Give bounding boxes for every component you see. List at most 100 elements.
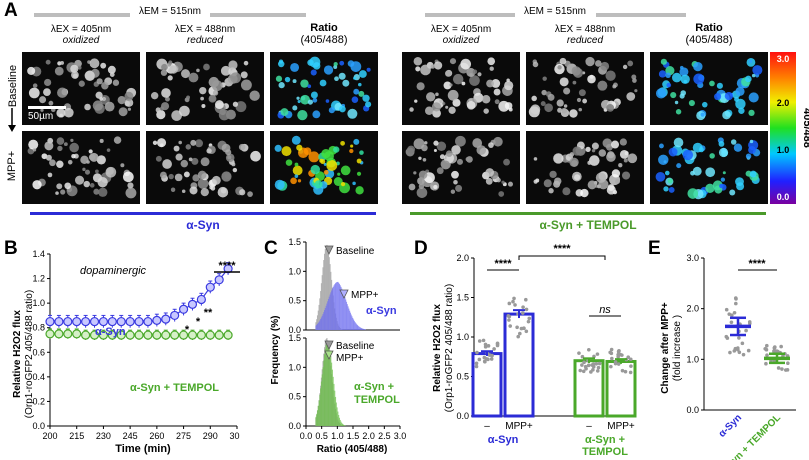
chart-c-hist-bar — [344, 297, 346, 330]
micrograph-left-mpp-reduced — [146, 131, 264, 204]
cell-blob — [455, 184, 463, 192]
chart-e-ylabel-2: (fold increase ) — [672, 315, 683, 381]
chart-d-dot — [524, 329, 529, 334]
cell-blob — [290, 62, 300, 72]
cell-blob — [735, 86, 745, 96]
cell-blob — [179, 105, 190, 117]
cell-blob — [339, 60, 345, 66]
chart-c-hist-bar — [327, 299, 330, 330]
cell-blob — [655, 88, 667, 99]
chart-b-ytick-label: 0.0 — [32, 421, 45, 431]
cell-blob — [218, 109, 230, 121]
chart-c-xtick-label: 2.0 — [362, 431, 375, 441]
cell-blob — [358, 82, 362, 87]
lem-bar-left-a — [34, 13, 130, 17]
cell-blob — [122, 171, 134, 183]
cell-blob — [460, 58, 472, 70]
cell-blob — [155, 107, 161, 113]
cell-blob — [483, 108, 489, 114]
cell-blob — [709, 153, 715, 159]
chart-b-ytick-label: 0.4 — [32, 372, 45, 382]
chart-c-hist-bar — [339, 285, 341, 330]
cell-blob — [239, 189, 246, 196]
cell-blob — [432, 108, 441, 118]
cell-blob — [416, 82, 425, 91]
cell-blob — [606, 185, 616, 195]
chart-c-ytick-label: 0.0 — [288, 421, 301, 431]
cell-blob — [188, 157, 193, 162]
cell-blob — [57, 87, 68, 98]
chart-c-bot-mpp-marker — [324, 350, 334, 360]
chart-c-ytick-label: 1.5 — [288, 333, 301, 343]
cell-blob — [611, 169, 621, 178]
cell-blob — [238, 143, 246, 151]
cell-blob — [340, 181, 346, 187]
chart-c-hist-bar — [338, 283, 340, 330]
cell-blob — [211, 80, 223, 92]
cell-blob — [195, 139, 204, 148]
cell-blob — [424, 106, 434, 115]
chart-e-dot — [725, 336, 730, 340]
cell-blob — [43, 88, 51, 97]
cell-blob — [738, 107, 745, 114]
chart-d-sig-outer: **** — [553, 243, 571, 255]
chart-e-dot — [765, 353, 769, 358]
cell-blob — [356, 171, 362, 176]
cell-blob — [97, 176, 108, 188]
chart-e-dot — [728, 350, 732, 355]
cell-blob — [100, 62, 107, 69]
cell-blob — [127, 182, 134, 189]
chart-e-ytick-label: 0.0 — [686, 405, 699, 415]
chart-c-bot-series-2: TEMPOL — [354, 394, 400, 406]
cell-blob — [39, 96, 47, 104]
chart-d-dot — [475, 350, 479, 355]
cell-blob — [188, 72, 199, 83]
scale-bar-label: 50µm — [28, 111, 54, 122]
cell-blob — [461, 81, 466, 86]
chart-d-ylabel-2: (Orp1-roGFP2 405/488 ratio) — [444, 284, 455, 412]
chart-c-hist-bar — [330, 356, 332, 426]
chart-d-dot — [591, 362, 596, 366]
cell-blob — [563, 87, 571, 95]
cell-blob — [627, 153, 638, 164]
chart-d-ytick-label: 1.0 — [456, 332, 469, 342]
cell-blob — [569, 157, 579, 167]
cell-blob — [101, 81, 109, 90]
cell-blob — [99, 138, 104, 144]
header-ratio-left: Ratio (405/488) — [300, 22, 348, 46]
cell-blob — [450, 189, 456, 194]
chart-d-dot — [583, 364, 588, 369]
chart-d-dot — [524, 297, 528, 302]
cell-blob — [107, 65, 116, 74]
chart-c-hist-bar — [332, 286, 334, 330]
cell-blob — [436, 167, 444, 175]
chart-c-hist-bar — [315, 416, 317, 426]
cell-blob — [300, 79, 309, 88]
chart-c-hist-bar — [344, 425, 346, 426]
cell-blob — [292, 165, 303, 176]
cell-blob — [45, 59, 51, 65]
cell-blob — [300, 94, 310, 105]
cell-blob — [455, 135, 466, 147]
chart-c-hist-bar — [336, 282, 338, 330]
chart-b-point — [98, 330, 109, 340]
chart-c-top-mpp-label: MPP+ — [351, 290, 379, 301]
chart-c-bot-series-1: α-Syn + — [354, 381, 394, 393]
chart-d-dot — [610, 356, 614, 361]
chart-b-ytick-label: 0.6 — [32, 347, 45, 357]
chart-c-xtick-label: 0.5 — [315, 431, 328, 441]
chart-c-hist-bar — [354, 322, 356, 330]
chart-c-hist-bar — [342, 424, 344, 426]
cell-blob — [250, 150, 261, 162]
chart-d-dot — [609, 347, 614, 352]
cell-blob — [414, 99, 418, 103]
chart-e-dot — [732, 310, 737, 315]
cell-blob — [493, 136, 503, 147]
chart-d-bar — [605, 359, 637, 418]
cell-blob — [249, 90, 260, 101]
cell-blob — [224, 173, 231, 180]
chart-e-xtick-label: α-Syn — [717, 412, 744, 439]
chart-b-point — [134, 316, 144, 327]
cell-blob — [724, 91, 734, 101]
cell-blob — [339, 105, 346, 113]
